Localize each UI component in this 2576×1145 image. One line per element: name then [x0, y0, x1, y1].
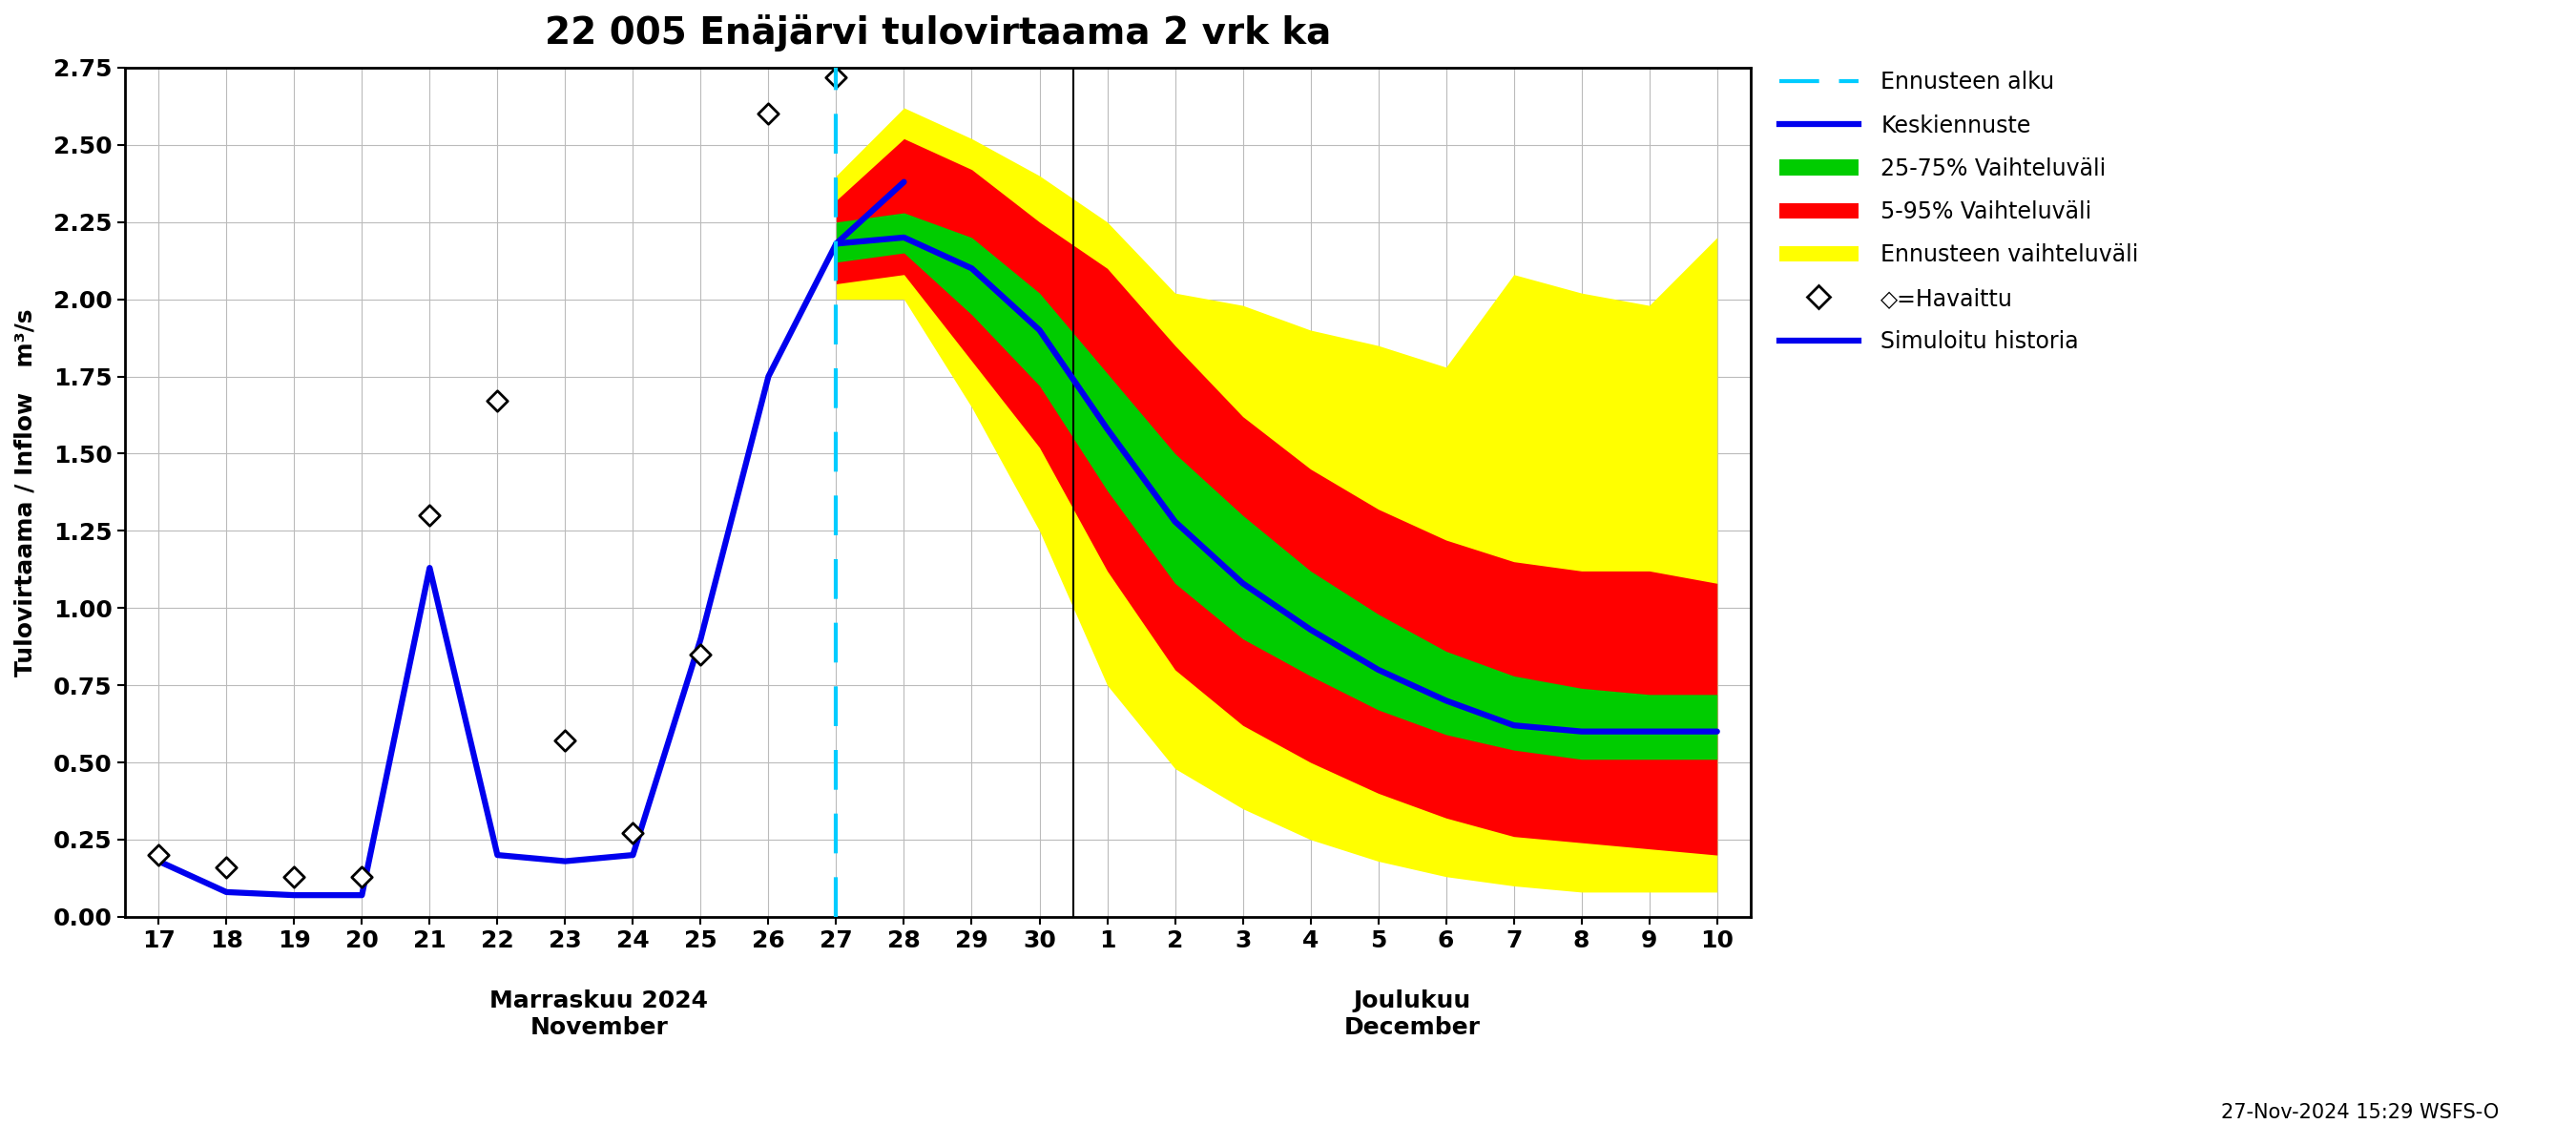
Legend: Ennusteen alku, Keskiennuste, 25-75% Vaihteluväli, 5-95% Vaihteluväli, Ennusteen: Ennusteen alku, Keskiennuste, 25-75% Vai… — [1770, 62, 2148, 362]
Point — [477, 392, 518, 410]
Text: Marraskuu 2024
November: Marraskuu 2024 November — [489, 989, 708, 1040]
Point — [340, 868, 381, 886]
Text: 27-Nov-2024 15:29 WSFS-O: 27-Nov-2024 15:29 WSFS-O — [2221, 1103, 2499, 1122]
Point — [817, 68, 858, 86]
Y-axis label: Tulovirtaama / Inflow   m³/s: Tulovirtaama / Inflow m³/s — [15, 308, 36, 677]
Point — [544, 732, 585, 750]
Point — [613, 824, 654, 843]
Text: Joulukuu
December: Joulukuu December — [1345, 989, 1481, 1040]
Point — [273, 868, 314, 886]
Point — [139, 846, 180, 864]
Point — [410, 506, 451, 524]
Point — [680, 645, 721, 663]
Point — [206, 859, 247, 877]
Point — [747, 105, 788, 124]
Title: 22 005 Enäjärvi tulovirtaama 2 vrk ka: 22 005 Enäjärvi tulovirtaama 2 vrk ka — [544, 14, 1332, 52]
